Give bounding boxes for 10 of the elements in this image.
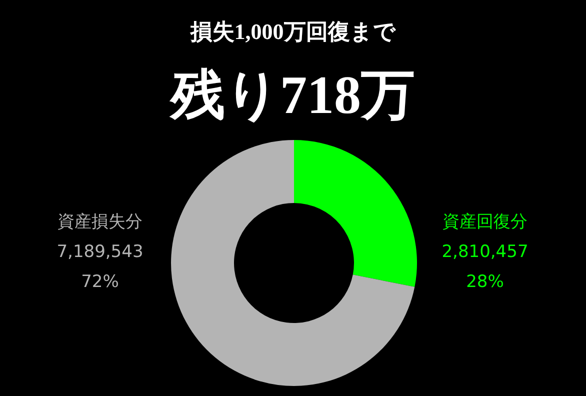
- chart-title: 損失1,000万回復まで: [189, 19, 396, 44]
- donut-slice: [171, 140, 415, 386]
- slice-label: 資産回復分: [442, 212, 528, 232]
- chart-subtitle: 残り718万: [169, 65, 415, 125]
- data-label: 2,810,457: [442, 242, 528, 262]
- slice-label: 資産損失分: [58, 212, 142, 232]
- data-label: 7,189,543: [56, 242, 144, 262]
- donut-slice: [294, 140, 417, 287]
- text: 28%: [466, 272, 504, 292]
- text: 72%: [81, 272, 119, 292]
